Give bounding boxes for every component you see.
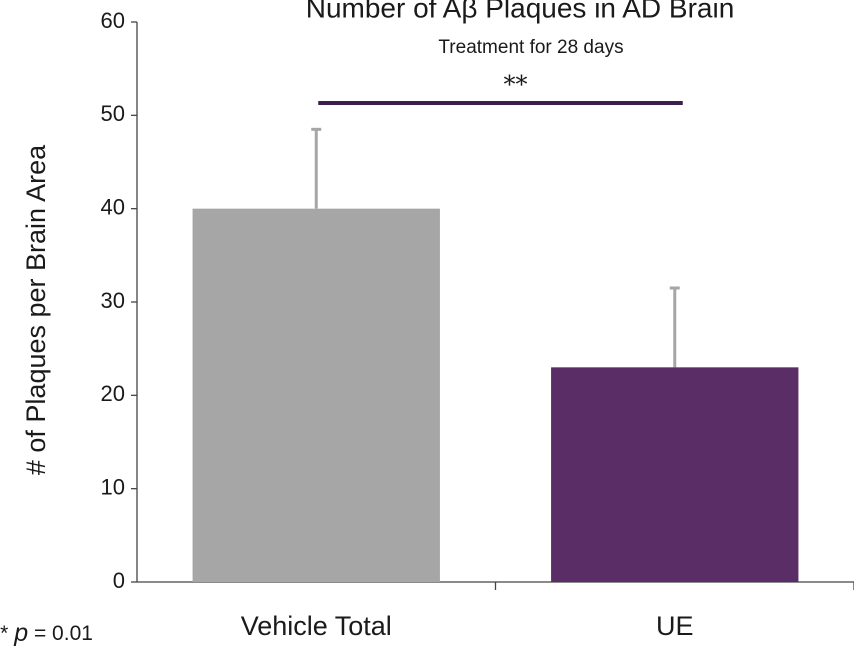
y-axis-label: # of Plaques per Brain Area <box>21 144 51 475</box>
x-tick-label: UE <box>656 611 694 641</box>
bar <box>192 208 440 582</box>
bar <box>551 367 799 582</box>
y-tick-label: 20 <box>101 381 125 406</box>
significance-label: ** <box>504 71 528 99</box>
x-tick-label: Vehicle Total <box>241 611 392 641</box>
y-tick-label: 10 <box>101 474 125 499</box>
footnote-p: p <box>13 619 28 647</box>
y-tick-label: 40 <box>101 194 125 219</box>
chart-title: Number of Aβ Plaques in AD Brain <box>306 0 735 23</box>
y-tick-label: 60 <box>101 8 125 33</box>
chart-subtitle: Treatment for 28 days <box>438 37 623 58</box>
y-tick-label: 0 <box>113 568 125 593</box>
footnote: ** p = 0.01 <box>0 619 93 647</box>
footnote-value: = 0.01 <box>34 622 93 645</box>
y-tick-label: 30 <box>101 288 125 313</box>
y-tick-label: 50 <box>101 101 125 126</box>
footnote-stars: ** <box>0 622 8 645</box>
